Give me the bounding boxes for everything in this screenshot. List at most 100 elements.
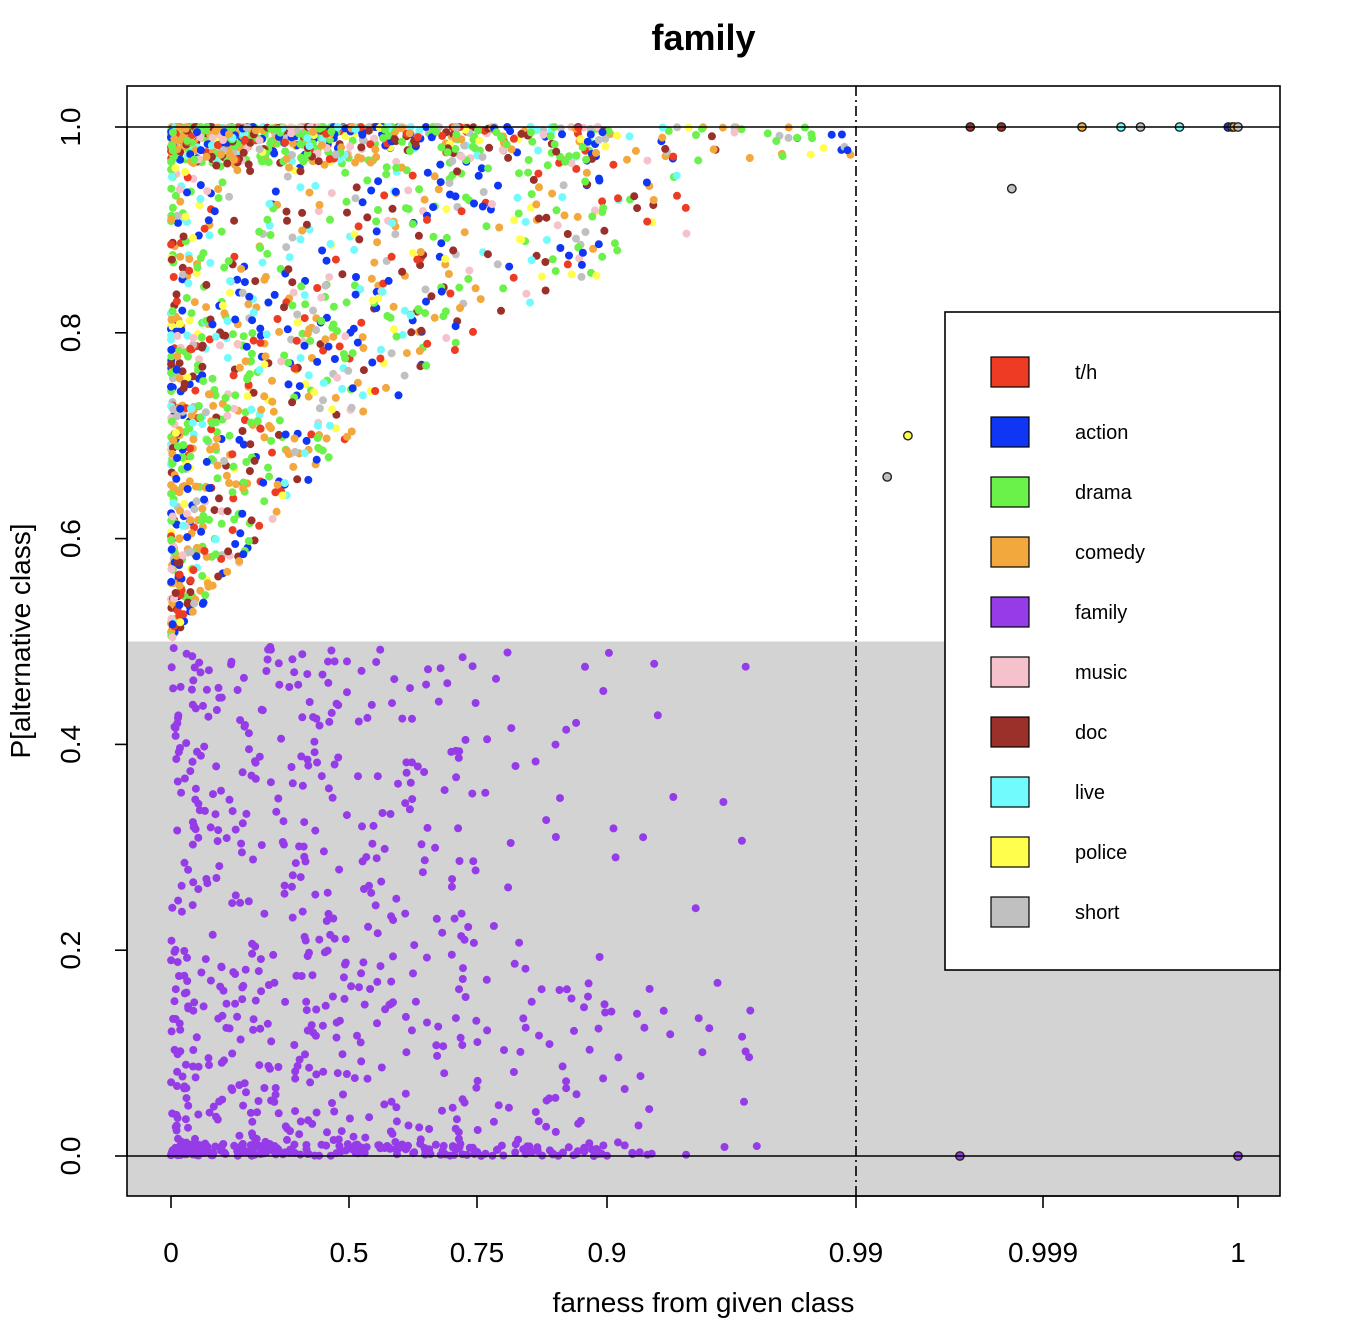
point-action — [196, 146, 205, 155]
point-family — [471, 699, 480, 707]
point-action — [368, 358, 377, 367]
point-comedy — [285, 163, 293, 172]
point-family — [713, 978, 722, 987]
point-family — [173, 1114, 182, 1122]
point-family — [219, 986, 228, 995]
point-family — [401, 909, 410, 918]
point-doc — [517, 129, 526, 138]
point-short — [445, 179, 454, 188]
point-th — [191, 386, 200, 395]
point-comedy — [222, 471, 231, 480]
point-short — [172, 412, 181, 421]
point-doc — [588, 154, 596, 163]
point-drama — [168, 459, 177, 468]
point-family — [497, 1141, 506, 1150]
point-police — [592, 271, 601, 280]
point-family — [274, 1063, 283, 1071]
point-music — [217, 507, 226, 516]
point-family — [180, 971, 189, 980]
point-action — [173, 454, 182, 462]
point-family — [254, 1097, 263, 1105]
point-drama — [221, 394, 230, 402]
point-family — [240, 1079, 249, 1088]
point-live — [542, 236, 551, 244]
point-action — [196, 181, 205, 190]
point-doc — [293, 475, 302, 484]
point-family — [415, 1123, 424, 1132]
point-family — [464, 923, 473, 931]
point-th — [255, 521, 264, 530]
point-live — [262, 330, 271, 339]
point-action — [284, 380, 293, 389]
point-family — [455, 857, 464, 865]
point-doc — [314, 157, 323, 166]
point-drama — [548, 255, 557, 264]
point-family — [405, 805, 414, 814]
point-family — [420, 768, 429, 776]
point-short — [190, 505, 199, 514]
point-comedy — [185, 255, 194, 263]
point-family — [483, 1026, 492, 1035]
point-comedy — [290, 434, 299, 443]
point-action — [478, 202, 487, 211]
x-axis: 0 0.5 0.75 0.9 0.99 0.999 1 — [163, 1195, 1246, 1268]
point-family — [274, 1109, 283, 1118]
point-family — [173, 1082, 181, 1090]
point-live — [388, 219, 397, 227]
point-family — [516, 1047, 525, 1056]
point-doc — [246, 440, 255, 449]
point-family — [227, 657, 236, 666]
point-live — [350, 245, 359, 254]
point-music — [333, 373, 342, 382]
point-th — [469, 327, 477, 336]
point-live — [311, 181, 320, 190]
point-family — [325, 717, 334, 726]
point-doc — [414, 231, 423, 240]
point-family — [361, 1133, 370, 1142]
point-comedy — [273, 480, 282, 489]
point-comedy — [343, 432, 352, 441]
point-family — [423, 1018, 431, 1027]
legend-label-music: music — [1075, 662, 1127, 684]
point-comedy — [239, 484, 248, 493]
point-family — [231, 825, 240, 834]
point-doc — [407, 328, 416, 337]
point-family — [290, 668, 299, 677]
point-comedy — [370, 258, 379, 267]
point-family — [312, 714, 321, 723]
point-drama — [437, 143, 446, 152]
point-family — [431, 843, 440, 852]
point-short — [344, 366, 353, 375]
point-family — [534, 1117, 543, 1126]
point-family — [573, 1147, 582, 1156]
point-family — [242, 809, 251, 818]
point-action — [436, 160, 445, 169]
point-family — [305, 1063, 314, 1072]
point-drama — [263, 249, 272, 258]
point-drama — [297, 153, 306, 162]
point-action — [423, 168, 432, 177]
point-action — [827, 130, 836, 139]
point-police — [442, 205, 451, 214]
point-family — [574, 1119, 583, 1128]
point-doc — [175, 359, 184, 368]
point-action — [231, 540, 240, 548]
point-family — [209, 1102, 218, 1111]
point-family — [333, 1069, 342, 1078]
point-drama — [524, 168, 533, 177]
point-drama — [598, 252, 607, 261]
point-comedy — [358, 333, 367, 342]
point-doc — [224, 547, 233, 556]
point-music — [370, 134, 379, 143]
point-doc — [230, 216, 239, 225]
point-drama — [214, 194, 223, 202]
point-th — [307, 430, 316, 439]
point-music — [167, 565, 176, 573]
point-music — [287, 129, 296, 138]
point-police — [243, 392, 252, 401]
point-comedy — [225, 130, 233, 139]
point-action — [330, 355, 339, 363]
point-family — [328, 1099, 336, 1107]
point-family — [267, 1037, 276, 1046]
point-family — [457, 909, 466, 918]
